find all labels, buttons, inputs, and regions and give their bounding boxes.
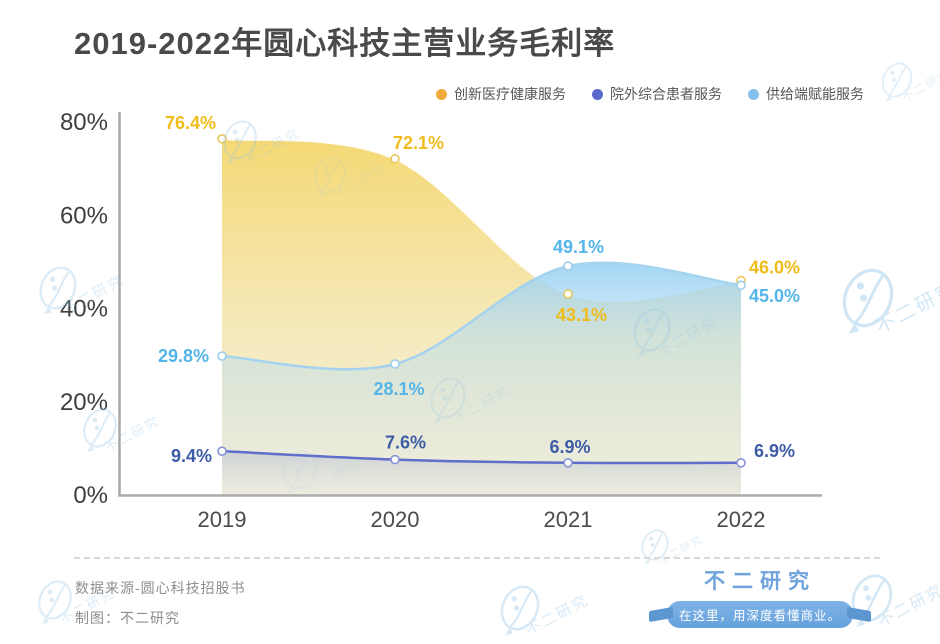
legend-item-1: 院外综合患者服务 (592, 84, 722, 104)
series-line (220, 261, 743, 371)
y-tick-label: 80% (60, 109, 108, 136)
y-tick-label: 20% (60, 389, 108, 416)
data-point-label: 76.4% (165, 113, 216, 133)
series-area (222, 262, 741, 495)
data-point-label: 9.4% (171, 446, 212, 466)
y-tick-label: 40% (60, 296, 108, 323)
x-tick-label: 2019 (198, 507, 247, 532)
legend-dot-icon (748, 88, 759, 100)
chart-legend: 创新医疗健康服务 院外综合患者服务 供给端赋能服务 (436, 84, 864, 104)
legend-label: 院外综合患者服务 (610, 86, 722, 102)
data-point-marker (563, 289, 573, 299)
data-point-label: 6.9% (549, 437, 590, 457)
brand-tagline-pill: 在这里，用深度看懂商业。 (648, 601, 871, 628)
legend-label: 创新医疗健康服务 (454, 86, 566, 102)
data-point-marker (563, 261, 573, 271)
data-point-label: 45.0% (749, 286, 800, 306)
data-source-note: 数据来源-圆心科技招股书 (75, 580, 246, 596)
legend-item-2: 供给端赋能服务 (748, 84, 864, 104)
data-point-marker (390, 359, 400, 369)
y-tick-label: 60% (60, 202, 108, 229)
legend-item-0: 创新医疗健康服务 (436, 84, 566, 104)
x-tick-label: 2021 (544, 507, 593, 532)
data-point-label: 43.1% (556, 305, 607, 325)
page-title: 2019-2022年圆心科技主营业务毛利率 (74, 26, 616, 61)
y-tick-label: 0% (73, 482, 108, 509)
legend-label: 供给端赋能服务 (766, 86, 864, 102)
x-tick-label: 2022 (717, 507, 766, 532)
brand-tagline: 在这里，用深度看懂商业。 (678, 609, 841, 623)
data-point-marker (217, 351, 227, 361)
x-tick-label: 2020 (371, 507, 420, 532)
data-point-marker (217, 133, 227, 144)
chart-credit-note: 制图：不二研究 (75, 610, 180, 626)
data-point-label: 72.1% (393, 133, 444, 153)
data-point-marker (217, 446, 227, 456)
data-point-label: 28.1% (373, 379, 424, 399)
data-point-label: 6.9% (754, 441, 795, 461)
data-point-marker (390, 454, 400, 465)
series-line (220, 449, 743, 465)
data-point-label: 46.0% (749, 258, 800, 278)
footer-divider (74, 557, 880, 559)
data-point-label: 49.1% (553, 237, 604, 257)
data-point-marker (736, 458, 746, 468)
legend-dot-icon (592, 88, 603, 100)
ribbon-wing-right-icon (847, 606, 871, 623)
ribbon-wing-left-icon (648, 606, 673, 623)
series-area (222, 451, 741, 495)
brand-badge: 不二研究 在这里，用深度看懂商业。 (648, 565, 871, 628)
data-point-marker (736, 280, 746, 290)
data-point-label: 7.6% (385, 433, 426, 453)
brand-name: 不二研究 (704, 570, 816, 593)
data-point-label: 29.8% (158, 346, 209, 366)
data-point-marker (563, 458, 573, 468)
data-point-marker (390, 154, 400, 164)
legend-dot-icon (436, 88, 447, 100)
